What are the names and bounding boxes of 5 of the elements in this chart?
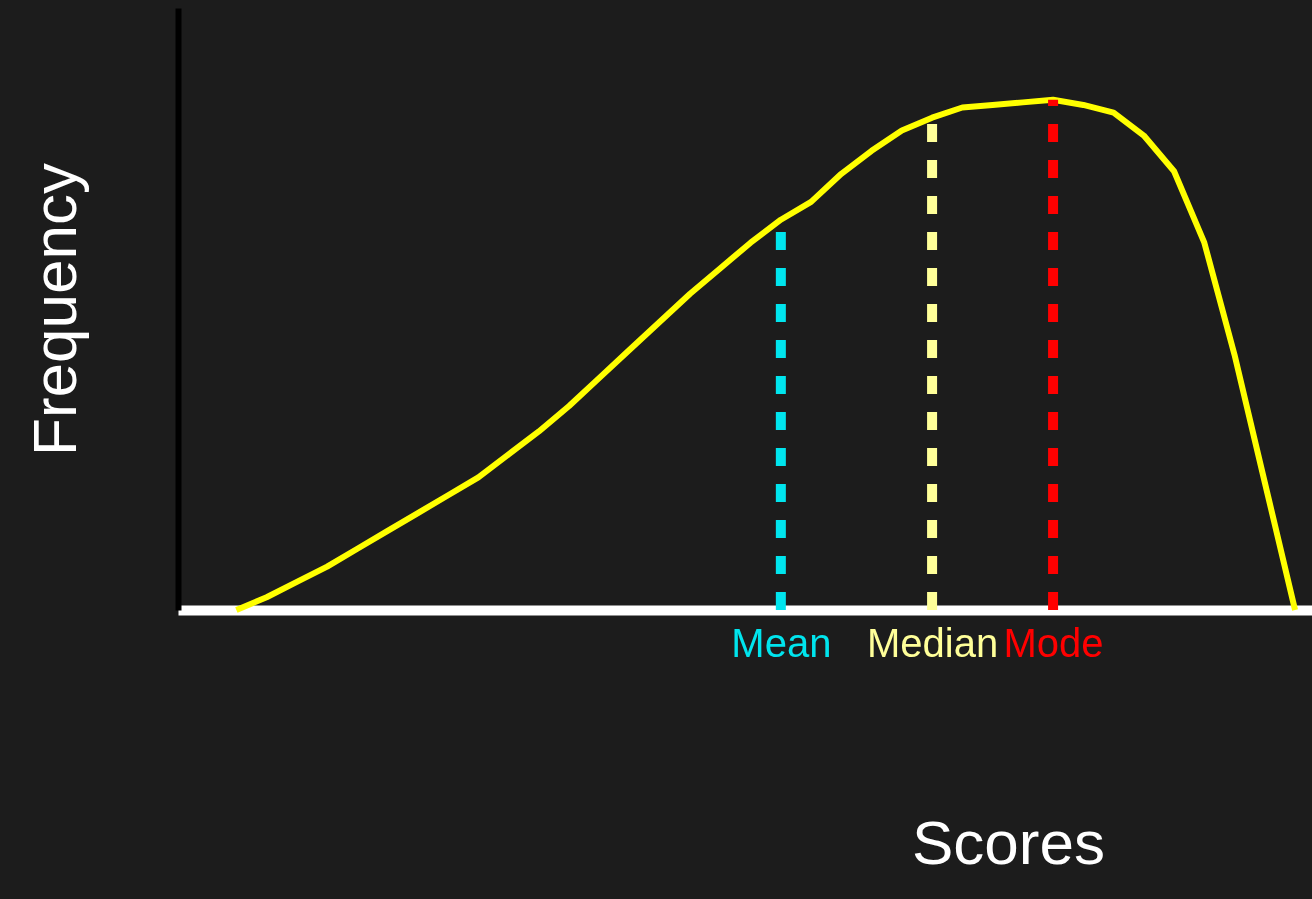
- x-tick-label: Median: [866, 620, 999, 665]
- y-axis-title: Frequency: [19, 163, 89, 456]
- x-tick-label: Mean: [731, 620, 832, 665]
- x-tick-label: Mode: [1003, 620, 1104, 665]
- x-axis-title: Scores: [912, 807, 1105, 877]
